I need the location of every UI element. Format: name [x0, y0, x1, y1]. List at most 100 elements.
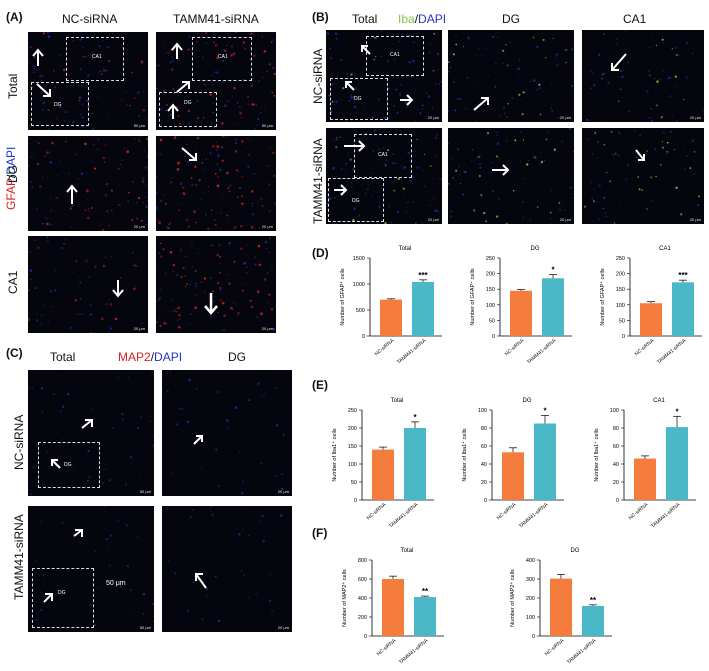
y-tick-label: 60 [481, 444, 487, 450]
micrograph-b-nc-ca1: 20 μm [582, 30, 704, 122]
chart-title: DG [523, 398, 532, 404]
chart-title: CA1 [659, 246, 671, 252]
y-tick-label: 0 [362, 334, 365, 340]
arrow-icon [205, 293, 217, 313]
scale-bar-label: 20 μm [428, 217, 439, 222]
chart-title: Total [391, 398, 404, 404]
micrograph-c-nc-dg: 20 μm [162, 370, 292, 496]
y-tick-label: 150 [616, 287, 625, 293]
col-header-tamm-a: TAMM41-siRNA [173, 12, 259, 26]
arrow-icon [612, 54, 626, 70]
row-label-dg-a: DG [6, 165, 20, 183]
row-label-nc-b: NC-siRNA [311, 49, 325, 104]
arrow-icon [400, 95, 412, 105]
bar [380, 300, 402, 336]
x-tick-label: NC-siRNA [374, 338, 396, 358]
y-tick-label: 50 [619, 318, 625, 324]
x-tick-label: NC-siRNA [628, 502, 650, 522]
chart-title: Total [399, 246, 412, 252]
bar [414, 597, 436, 636]
y-tick-label: 0 [622, 334, 625, 340]
bar [372, 450, 394, 500]
bar [542, 278, 564, 336]
arrows [326, 128, 442, 224]
scale-bar-label: 20 μm [278, 489, 289, 494]
x-tick-label: TAMM41-siRNA [396, 338, 428, 366]
x-tick-label: TAMM41-siRNA [388, 502, 420, 530]
arrow-icon [44, 594, 52, 602]
significance-marker: * [675, 407, 679, 416]
arrow-icon [344, 141, 364, 151]
arrow-icon [362, 46, 370, 54]
y-tick-label: 500 [356, 308, 365, 314]
panel-label-d: (D) [312, 246, 329, 260]
y-tick-label: 0 [484, 498, 487, 504]
y-tick-label: 50 [489, 318, 495, 324]
micrograph-b-nc-dg: 20 μm [448, 30, 574, 122]
arrows [156, 32, 276, 130]
y-tick-label: 20 [481, 480, 487, 486]
col-header-dg-c: DG [228, 350, 246, 364]
y-tick-label: 1000 [353, 282, 365, 288]
micrograph-c-tamm-total: DG 50 μm 50 μm [28, 506, 154, 632]
scale-bar-label: 50 μm [140, 625, 151, 630]
scale-bar-label: 20 μm [428, 115, 439, 120]
row-label-total-a: Total [6, 74, 20, 99]
arrow-icon [33, 50, 43, 66]
scale-bar-label: 20 μm [690, 115, 701, 120]
y-tick-label: 100 [526, 615, 535, 621]
micrograph-a-tamm-dg: 20 μm [156, 136, 276, 231]
y-axis-label: Number of Iba1⁺ cells [593, 428, 600, 482]
x-tick-label: TAMM41-siRNA [518, 502, 550, 530]
y-tick-label: 200 [348, 426, 357, 432]
bar [672, 282, 694, 336]
y-tick-label: 100 [486, 303, 495, 309]
arrows [448, 30, 574, 122]
micrograph-c-nc-total: DG 50 μm [28, 370, 154, 496]
arrow-icon [168, 105, 178, 119]
scale-bar-label: 20 μm [560, 217, 571, 222]
arrows [28, 236, 148, 333]
micrograph-a-nc-dg: 20 μm [28, 136, 148, 231]
x-tick-label: NC-siRNA [496, 502, 518, 522]
panel-label-a: (A) [6, 10, 23, 24]
y-tick-label: 60 [613, 444, 619, 450]
y-tick-label: 100 [478, 408, 487, 414]
micrograph-b-nc-total: CA1 DG 20 μm [326, 30, 442, 122]
scale-bar-label: 20 μm [690, 217, 701, 222]
micrograph-b-tamm-dg: 20 μm [448, 128, 574, 224]
scale-bar-label: 50 μm [134, 123, 145, 128]
scale-bar-label: 20 μm [134, 326, 145, 331]
row-label-tamm-c: TAMM41-siRNA [12, 514, 26, 600]
scale-bar-label: 20 μm [560, 115, 571, 120]
y-tick-label: 250 [486, 256, 495, 262]
arrows [582, 30, 704, 122]
bar [582, 606, 604, 636]
scale-bar-label: 20 μm [134, 224, 145, 229]
y-tick-label: 40 [613, 462, 619, 468]
col-header-ca1-b: CA1 [623, 12, 646, 26]
y-tick-label: 600 [358, 577, 367, 583]
micrograph-c-tamm-dg: 20 μm [162, 506, 292, 632]
y-tick-label: 200 [486, 272, 495, 278]
x-tick-label: NC-siRNA [634, 338, 656, 358]
arrow-icon [74, 530, 82, 537]
micrograph-a-nc-total: CA1 DG 50 μm [28, 32, 148, 130]
dapi-label-b: DAPI [418, 12, 446, 26]
significance-marker: ** [590, 596, 597, 605]
y-tick-label: 100 [348, 462, 357, 468]
bar [534, 424, 556, 501]
y-tick-label: 400 [358, 596, 367, 602]
y-axis-label: Number of MAP2⁺ cells [509, 569, 516, 627]
bar [666, 427, 688, 500]
micrograph-b-tamm-total: CA1 DG 20 μm [326, 128, 442, 224]
y-tick-label: 50 [351, 480, 357, 486]
significance-marker: ** [422, 587, 429, 596]
y-axis-label: Number of GFAP⁺ cells [339, 268, 346, 326]
